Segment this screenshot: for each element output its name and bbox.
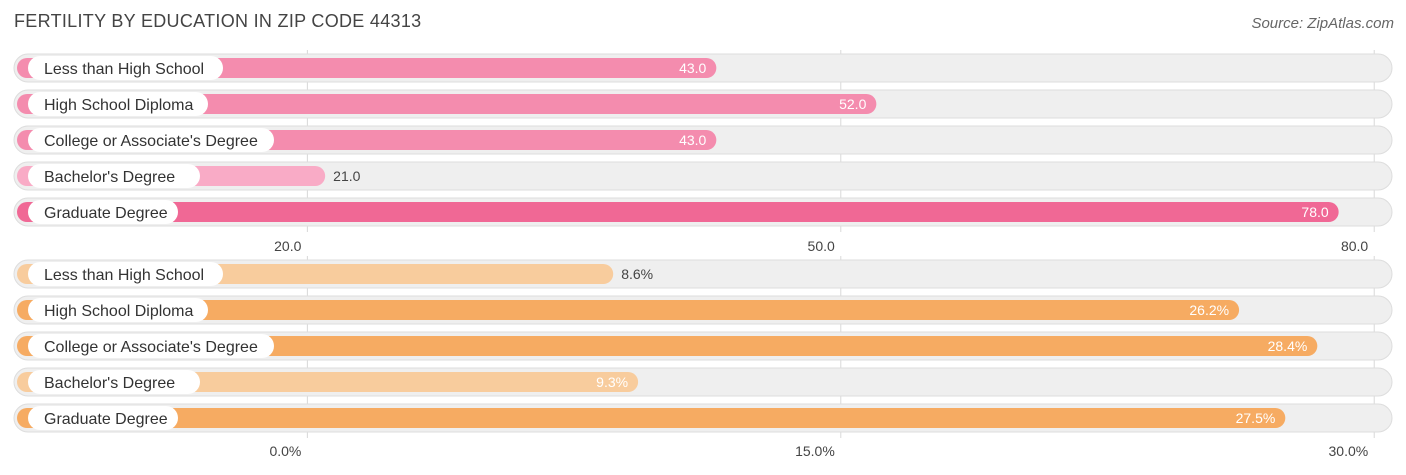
value-label: 27.5% [1236,410,1276,426]
category-label: Bachelor's Degree [44,375,175,392]
category-pill [28,298,208,322]
value-label: 8.6% [621,266,653,282]
tick-label: 0.0% [269,443,301,459]
value-label: 26.2% [1189,302,1229,318]
value-label: 28.4% [1268,338,1308,354]
category-pill [28,406,178,430]
category-label: High School Diploma [44,303,194,320]
category-label: High School Diploma [44,97,194,114]
value-label: 9.3% [596,374,628,390]
tick-label: 80.0 [1341,238,1368,254]
category-label: Graduate Degree [44,411,168,428]
bar [17,94,877,114]
category-label: Less than High School [44,267,204,284]
category-label: College or Associate's Degree [44,339,258,356]
bar [17,300,1240,320]
value-label: 43.0 [679,132,706,148]
tick-label: 50.0 [808,238,835,254]
category-label: Bachelor's Degree [44,169,175,186]
tick-label: 30.0% [1329,443,1369,459]
chart-title: FERTILITY BY EDUCATION IN ZIP CODE 44313 [14,11,422,31]
category-pill [28,262,223,286]
value-label: 52.0 [839,96,866,112]
tick-label: 20.0 [274,238,301,254]
category-pill [28,164,200,188]
value-label: 21.0 [333,168,360,184]
bar [17,202,1339,222]
bar-track [13,161,1393,191]
category-label: Less than High School [44,61,204,78]
category-pill [28,56,223,80]
category-pill [28,200,178,224]
category-pill [28,92,208,116]
category-label: Graduate Degree [44,205,168,222]
bar [17,336,1318,356]
value-label: 43.0 [679,60,706,76]
bar [17,408,1286,428]
tick-label: 15.0% [795,443,835,459]
value-label: 78.0 [1301,204,1328,220]
category-pill [28,334,274,358]
category-pill [28,128,274,152]
category-label: College or Associate's Degree [44,133,258,150]
source-note: Source: ZipAtlas.com [1251,15,1394,32]
category-pill [28,370,200,394]
